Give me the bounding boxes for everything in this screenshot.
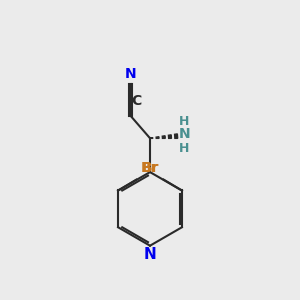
Text: Br: Br <box>141 160 158 175</box>
Text: H: H <box>179 142 190 155</box>
Text: C: C <box>131 94 141 108</box>
Text: H: H <box>179 115 190 128</box>
Polygon shape <box>175 134 178 138</box>
Polygon shape <box>156 137 159 138</box>
Polygon shape <box>168 135 172 138</box>
Text: N: N <box>144 247 156 262</box>
Text: N: N <box>178 128 190 141</box>
Polygon shape <box>162 136 165 138</box>
Text: Br: Br <box>142 160 159 175</box>
Text: N: N <box>125 67 137 81</box>
